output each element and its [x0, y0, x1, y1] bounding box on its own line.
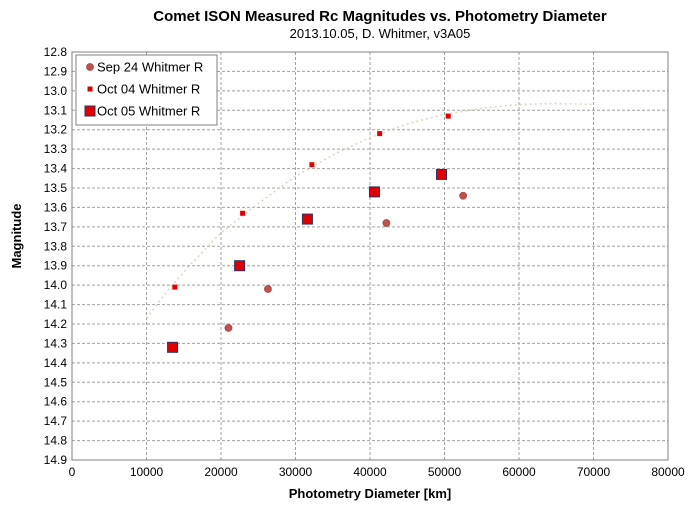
- y-tick-label: 12.9: [44, 64, 68, 78]
- data-point: [167, 341, 179, 353]
- plot-area-frame: [71, 51, 669, 461]
- y-tick-label: 13.2: [44, 123, 68, 137]
- data-point: [436, 168, 448, 180]
- x-tick-label: 70000: [577, 465, 611, 479]
- y-tick-label: 14.4: [44, 356, 68, 370]
- data-point: [264, 285, 272, 293]
- data-point: [172, 284, 178, 290]
- series-3: [167, 168, 448, 353]
- data-point: [301, 213, 313, 225]
- x-tick-label: 0: [69, 465, 76, 479]
- y-tick-label: 12.8: [44, 45, 68, 59]
- y-tick-label: 13.1: [44, 103, 68, 117]
- y-tick-label: 14.0: [44, 278, 68, 292]
- legend-marker: [87, 86, 93, 92]
- series-1: [224, 191, 468, 332]
- data-point: [459, 191, 468, 200]
- x-axis-tick-labels: 0 10000 20000 30000 40000 50000 60000 70000 8000…: [69, 465, 685, 479]
- data-point: [234, 260, 246, 272]
- x-tick-label: 10000: [130, 465, 164, 479]
- grid-lines: [71, 51, 669, 461]
- legend-box: [75, 54, 218, 126]
- y-tick-label: 14.5: [44, 375, 68, 389]
- x-axis-title: Photometry Diameter [km]: [289, 486, 452, 501]
- data-point: [382, 219, 391, 227]
- y-tick-label: 14.9: [44, 453, 68, 467]
- y-tick-label: 13.4: [44, 162, 68, 176]
- y-axis-tick-labels: 12.8 12.9 13.0 13.1 13.2 13.3 13.4 13.5 13.6 13.7…: [44, 45, 68, 467]
- legend-label: Sep 24 Whitmer R: [97, 60, 203, 75]
- y-tick-label: 14.8: [44, 434, 68, 448]
- y-tick-label: 13.7: [44, 220, 68, 234]
- y-tick-label: 13.9: [44, 259, 68, 273]
- y-axis-title: Magnitude: [9, 204, 24, 269]
- data-point: [445, 113, 451, 119]
- data-points: [167, 113, 468, 353]
- y-tick-label: 14.1: [44, 298, 68, 312]
- y-tick-label: 13.5: [44, 181, 68, 195]
- x-tick-label: 80000: [651, 465, 685, 479]
- data-point: [309, 162, 315, 168]
- y-tick-label: 14.3: [44, 336, 68, 350]
- trendline-path: [145, 102, 594, 319]
- y-tick-label: 14.7: [44, 414, 68, 428]
- data-point: [224, 323, 233, 332]
- y-tick-label: 13.3: [44, 142, 68, 156]
- x-tick-label: 30000: [279, 465, 313, 479]
- series-2: [172, 113, 451, 290]
- legend-label: Oct 04 Whitmer R: [97, 82, 200, 97]
- data-point: [377, 131, 383, 137]
- x-tick-label: 40000: [353, 465, 387, 479]
- data-point: [240, 210, 246, 216]
- y-tick-label: 14.6: [44, 395, 68, 409]
- y-tick-label: 14.2: [44, 317, 68, 331]
- x-tick-label: 60000: [502, 465, 536, 479]
- chart-subtitle: 2013.10.05, D. Whitmer, v3A05: [290, 26, 471, 41]
- y-tick-label: 13.8: [44, 239, 68, 253]
- legend: Sep 24 Whitmer R Oct 04 Whitmer R Oct 05 W…: [75, 54, 218, 126]
- legend-marker: [84, 105, 96, 117]
- legend-label: Oct 05 Whitmer R: [97, 104, 200, 119]
- legend-marker: [86, 63, 94, 71]
- y-tick-label: 13.0: [44, 84, 68, 98]
- x-tick-label: 50000: [428, 465, 462, 479]
- chart-title: Comet ISON Measured Rc Magnitudes vs. Ph…: [153, 8, 607, 25]
- x-tick-label: 20000: [204, 465, 238, 479]
- data-point: [368, 186, 380, 198]
- trendline: [145, 102, 594, 319]
- y-tick-label: 13.6: [44, 200, 68, 214]
